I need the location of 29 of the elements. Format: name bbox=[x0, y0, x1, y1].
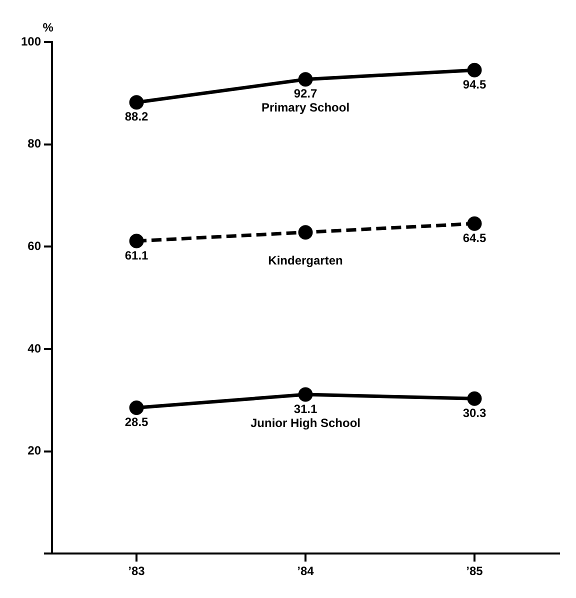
data-label: 64.5 bbox=[462, 230, 487, 245]
y-tick-label: 60 bbox=[28, 238, 42, 253]
data-label: 31.1 bbox=[294, 402, 318, 416]
y-tick-label: 100 bbox=[20, 34, 42, 48]
y-tick-label: 20 bbox=[28, 444, 42, 458]
point bbox=[129, 234, 144, 248]
point bbox=[129, 400, 144, 416]
data-label: 30.3 bbox=[462, 406, 487, 420]
data-label: 61.1 bbox=[124, 248, 149, 262]
x-tick-label: ’83 bbox=[128, 564, 146, 578]
series-label: Primary School bbox=[261, 100, 350, 115]
data-label: 92.7 bbox=[294, 86, 318, 101]
x-tick-label: ’85 bbox=[466, 564, 484, 578]
data-label: 88.2 bbox=[124, 110, 149, 124]
point bbox=[298, 387, 313, 402]
point bbox=[298, 225, 313, 240]
point bbox=[298, 72, 313, 87]
point bbox=[467, 62, 482, 78]
data-label: 28.5 bbox=[124, 415, 149, 430]
series-label: Junior High School bbox=[250, 416, 361, 430]
point bbox=[467, 391, 482, 406]
point bbox=[467, 216, 482, 231]
y-tick-label: 40 bbox=[28, 341, 42, 356]
series-label: Kindergarten bbox=[268, 254, 343, 268]
y-tick-label: 80 bbox=[28, 136, 42, 151]
point bbox=[129, 95, 144, 110]
x-tick-label: ’84 bbox=[297, 564, 314, 578]
data-label: 94.5 bbox=[462, 77, 487, 92]
y-axis-title: % bbox=[42, 20, 54, 34]
